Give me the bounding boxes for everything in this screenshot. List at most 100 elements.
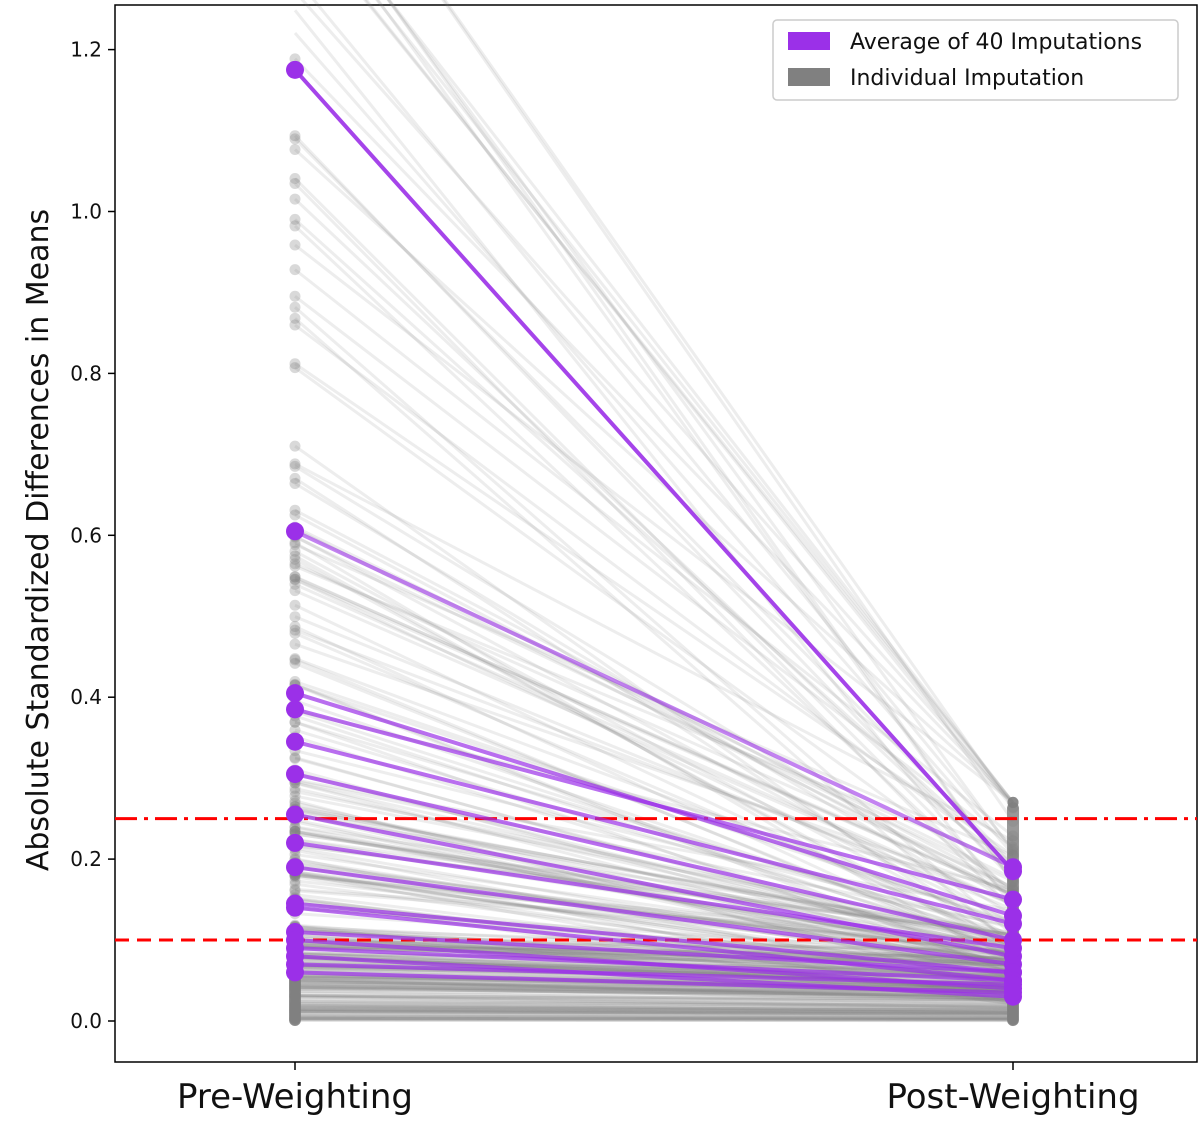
individual-pre-point — [289, 574, 301, 586]
individual-imputation-line — [294, 1013, 1014, 1020]
individual-imputation-line — [294, 985, 1014, 1002]
individual-imputation-line — [294, 829, 1014, 947]
individual-imputation-line — [294, 535, 1014, 883]
individual-imputation-line — [294, 846, 1014, 973]
individual-pre-point — [289, 545, 301, 557]
individual-imputation-line — [294, 988, 1014, 997]
individual-imputation-line — [294, 978, 1014, 999]
individual-imputation-line — [294, 978, 1014, 1001]
average-imputation-line — [294, 812, 1014, 959]
individual-imputation-line — [294, 993, 1014, 1002]
individual-imputation-line — [294, 813, 1014, 937]
individual-imputation-line — [293, 182, 1015, 911]
individual-pre-point — [289, 220, 301, 232]
individual-imputation-line — [294, 1004, 1014, 1015]
individual-imputation-line — [294, 977, 1014, 1002]
individual-imputation-line — [294, 306, 1014, 937]
individual-imputation-line — [294, 578, 1014, 925]
individual-imputation-line — [294, 1007, 1014, 1017]
individual-pre-point — [289, 458, 301, 470]
individual-imputation-line — [294, 934, 1014, 982]
individual-imputation-line — [294, 577, 1014, 896]
individual-pre-point — [289, 573, 301, 585]
individual-pre-point — [289, 550, 301, 562]
individual-imputation-line — [294, 1004, 1014, 1011]
y-tick-label: 0.8 — [70, 361, 102, 385]
individual-imputation-line — [294, 1009, 1014, 1015]
individual-pre-point — [289, 558, 301, 570]
individual-imputation-line — [375, 0, 1015, 804]
individual-imputation-line — [294, 871, 1014, 977]
individual-imputation-line — [294, 861, 1014, 963]
x-label-post-weighting: Post-Weighting — [886, 1077, 1139, 1117]
individual-imputation-line — [294, 938, 1014, 960]
y-tick-label: 0.0 — [70, 1009, 102, 1033]
individual-imputation-line — [294, 786, 1014, 952]
average-post-point — [1004, 890, 1022, 909]
average-pre-point — [286, 858, 304, 877]
individual-imputation-line — [294, 1012, 1014, 1018]
individual-imputation-line — [294, 807, 1014, 942]
average-imputation-line — [294, 905, 1014, 983]
individual-imputation-line — [293, 137, 1015, 865]
average-pre-point — [286, 700, 304, 719]
average-imputation-line — [294, 865, 1014, 967]
individual-imputation-line — [294, 1007, 1014, 1012]
individual-imputation-line — [293, 9, 1015, 908]
individual-pre-point — [289, 675, 301, 687]
individual-pre-point — [289, 821, 301, 833]
individual-imputation-line — [294, 994, 1014, 1002]
individual-pre-point — [289, 638, 301, 650]
individual-imputation-line — [294, 995, 1014, 1009]
individual-imputation-line — [294, 1006, 1014, 1012]
average-post-point — [1004, 914, 1022, 933]
individual-pre-point — [289, 822, 301, 834]
average-imputation-line — [294, 840, 1014, 951]
individual-pre-point — [289, 460, 301, 472]
individual-imputation-line — [294, 994, 1014, 1006]
individual-imputation-line — [294, 562, 1014, 889]
individual-imputation-line — [294, 968, 1014, 989]
individual-imputation-line — [294, 323, 1014, 866]
individual-imputation-line — [294, 998, 1014, 1010]
individual-imputation-line — [294, 995, 1014, 1003]
individual-imputation-line — [294, 1003, 1014, 1010]
individual-imputation-line — [294, 1005, 1014, 1012]
individual-imputation-line — [294, 781, 1014, 970]
individual-pre-point — [289, 654, 301, 666]
individual-imputation-line — [294, 993, 1014, 1004]
individual-pre-point — [289, 539, 301, 551]
y-tick-label: 0.2 — [70, 847, 102, 871]
individual-imputation-line — [441, 0, 1015, 823]
individual-imputation-line — [294, 657, 1014, 928]
individual-imputation-line — [294, 986, 1014, 998]
average-pre-point — [286, 833, 304, 852]
individual-imputation-line — [294, 1009, 1014, 1017]
individual-pre-point — [289, 193, 301, 205]
individual-imputation-line — [294, 987, 1014, 998]
individual-imputation-line — [294, 1001, 1014, 1010]
average-imputation-line — [294, 739, 1014, 926]
individual-pre-point — [289, 621, 301, 633]
individual-pre-point — [289, 578, 301, 590]
individual-imputation-line — [293, 57, 1015, 804]
individual-imputation-line — [294, 1011, 1014, 1016]
individual-pre-point — [289, 585, 301, 597]
individual-imputation-line — [294, 1008, 1014, 1014]
individual-pre-point — [289, 797, 301, 809]
individual-imputation-line — [294, 603, 1014, 948]
plot-frame — [114, 4, 1198, 1063]
individual-imputation-line — [294, 1003, 1014, 1012]
individual-pre-point — [289, 560, 301, 572]
individual-pre-point — [289, 752, 301, 764]
individual-imputation-line — [364, 0, 1015, 809]
individual-imputation-line — [294, 999, 1014, 1008]
y-tick-label: 1.2 — [70, 38, 102, 62]
y-axis: 0.0 0.2 0.4 0.6 0.8 1.0 1.2 — [70, 38, 115, 1033]
individual-imputation-line — [294, 981, 1014, 1000]
individual-imputation-line — [294, 1007, 1014, 1014]
individual-pre-point — [289, 782, 301, 794]
individual-pre-point — [289, 599, 301, 611]
individual-imputation-line — [294, 1015, 1014, 1020]
